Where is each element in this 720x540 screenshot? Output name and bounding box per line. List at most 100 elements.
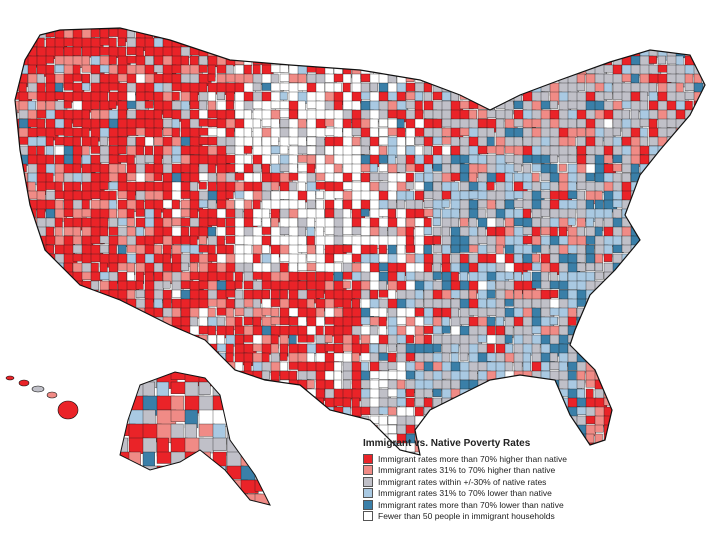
county-cell — [360, 271, 371, 281]
county-cell — [612, 289, 626, 301]
county-cell — [99, 91, 109, 102]
county-cell — [72, 298, 86, 311]
county-cell — [684, 379, 697, 390]
county-cell — [459, 37, 471, 47]
county-cell — [675, 37, 690, 51]
county-cell — [702, 289, 705, 300]
county-cell — [120, 409, 128, 422]
county-cell — [477, 289, 488, 301]
county-cell — [657, 199, 668, 212]
county-cell — [693, 235, 705, 246]
county-cell — [486, 28, 498, 37]
county-cell — [441, 91, 451, 101]
county-cell — [36, 28, 50, 33]
alaska-outline — [119, 371, 271, 506]
county-cell — [90, 298, 102, 309]
county-cell — [198, 479, 216, 497]
county-cell — [198, 37, 210, 51]
county-cell — [117, 334, 126, 348]
county-cell — [478, 20, 487, 27]
county-cell — [108, 199, 117, 211]
county-cell — [630, 262, 645, 275]
county-cell — [639, 136, 648, 147]
county-cell — [18, 316, 29, 331]
county-cell — [15, 190, 20, 205]
county-cell — [639, 271, 652, 284]
county-cell — [90, 118, 101, 130]
county-cell — [254, 451, 270, 473]
county-cell — [486, 55, 495, 68]
county-cell — [144, 334, 157, 349]
county-cell — [72, 424, 85, 433]
county-cell — [477, 91, 488, 105]
county-cell — [15, 415, 23, 425]
county-cell — [504, 55, 513, 66]
county-cell — [594, 271, 604, 280]
county-cell — [693, 163, 705, 176]
county-cell — [702, 379, 705, 392]
county-cell — [441, 127, 452, 137]
county-cell — [90, 451, 104, 455]
county-cell — [513, 289, 523, 301]
county-cell — [684, 370, 696, 381]
county-cell — [459, 73, 473, 84]
county-cell — [27, 298, 39, 307]
county-cell — [117, 172, 127, 183]
county-cell — [549, 424, 560, 437]
county-cell — [90, 307, 103, 316]
county-cell — [432, 424, 442, 434]
county-cell — [432, 55, 447, 70]
county-cell — [387, 235, 398, 247]
county-cell — [99, 415, 108, 426]
county-cell — [171, 334, 183, 346]
county-cell — [297, 82, 308, 91]
county-cell — [333, 208, 345, 219]
county-cell — [441, 37, 454, 48]
county-cell — [495, 406, 509, 417]
county-cell — [54, 271, 63, 281]
county-cell — [120, 372, 132, 386]
county-cell — [342, 280, 351, 289]
county-cell — [72, 262, 83, 274]
county-cell — [144, 271, 154, 282]
county-cell — [18, 208, 31, 219]
county-cell — [324, 46, 334, 58]
county-cell — [495, 280, 507, 290]
county-cell — [226, 493, 246, 505]
conus-counties — [15, 20, 705, 455]
county-cell — [18, 109, 29, 120]
county-cell — [189, 28, 199, 38]
county-cell — [369, 316, 380, 326]
county-cell — [252, 235, 263, 247]
county-cell — [81, 271, 92, 280]
county-cell — [666, 415, 678, 427]
county-cell — [213, 508, 230, 525]
county-cell — [522, 388, 532, 403]
county-cell — [630, 316, 644, 326]
county-cell — [585, 28, 596, 40]
county-cell — [72, 307, 84, 320]
county-cell — [639, 325, 649, 340]
county-cell — [675, 154, 685, 166]
county-cell — [477, 415, 488, 426]
county-cell — [513, 424, 522, 436]
county-cell — [199, 508, 216, 524]
county-cell — [621, 343, 635, 352]
county-cell — [342, 451, 355, 455]
county-cell — [108, 415, 122, 425]
county-cell — [324, 28, 334, 31]
county-cell — [612, 424, 624, 439]
county-cell — [142, 493, 158, 505]
county-cell — [693, 379, 705, 391]
county-cell — [693, 199, 705, 213]
county-cell — [36, 163, 47, 174]
county-cell — [324, 64, 334, 75]
county-cell — [621, 406, 634, 420]
county-cell — [81, 352, 93, 366]
county-cell — [648, 55, 657, 64]
county-cell — [657, 397, 667, 407]
county-cell — [255, 508, 273, 528]
county-cell — [621, 91, 632, 102]
county-cell — [450, 379, 462, 390]
county-cell — [405, 172, 414, 182]
